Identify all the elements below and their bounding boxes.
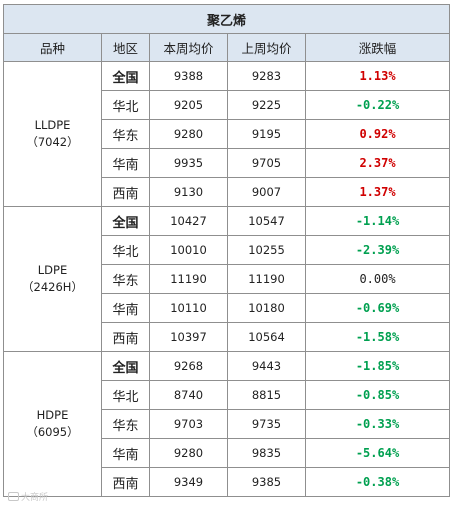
polyethylene-price-table: 聚乙烯 品种 地区 本周均价 上周均价 涨跌幅 LLDPE （7042） 全国 938… xyxy=(2,4,451,497)
last-week-price-cell: 9705 xyxy=(227,148,306,178)
change-cell: -0.33% xyxy=(304,409,451,439)
header-this-week: 本周均价 xyxy=(149,33,228,62)
last-week-price-cell: 10180 xyxy=(227,293,306,323)
last-week-price-cell: 9225 xyxy=(227,90,306,120)
table-row: LLDPE （7042） 全国 9388 9283 1.13% xyxy=(3,61,451,207)
table-body: LLDPE （7042） 全国 9388 9283 1.13% 华北 9205 9225 -0.2… xyxy=(3,61,451,497)
table-row: 华南 9280 9835 -5.64% xyxy=(4,438,451,468)
change-cell: -0.38% xyxy=(304,467,451,497)
region-cell: 全国 xyxy=(101,351,150,381)
region-cell: 华南 xyxy=(101,438,150,468)
change-cell: 0.92% xyxy=(304,119,451,149)
this-week-price-cell: 9388 xyxy=(149,61,228,91)
header-change: 涨跌幅 xyxy=(304,33,451,62)
product-cell: LLDPE （7042） xyxy=(3,61,102,207)
this-week-price-cell: 9268 xyxy=(149,351,228,381)
region-cell: 全国 xyxy=(101,61,150,91)
header-last-week: 上周均价 xyxy=(227,33,306,62)
last-week-price-cell: 11190 xyxy=(227,264,306,294)
product-code: （7042） xyxy=(26,135,79,149)
region-cell: 华北 xyxy=(101,235,150,265)
this-week-price-cell: 10397 xyxy=(149,322,228,352)
table-row: 华东 9280 9195 0.92% xyxy=(4,119,451,149)
watermark: 大商所 xyxy=(8,490,48,503)
this-week-price-cell: 10010 xyxy=(149,235,228,265)
this-week-price-cell: 8740 xyxy=(149,380,228,410)
this-week-price-cell: 11190 xyxy=(149,264,228,294)
table-row: 华南 10110 10180 -0.69% xyxy=(4,293,451,323)
change-cell: 2.37% xyxy=(304,148,451,178)
product-name: HDPE xyxy=(36,408,69,422)
this-week-price-cell: 9349 xyxy=(149,467,228,497)
table-row: 华北 10010 10255 -2.39% xyxy=(4,235,451,265)
this-week-price-cell: 9280 xyxy=(149,438,228,468)
region-cell: 华北 xyxy=(101,90,150,120)
last-week-price-cell: 9195 xyxy=(227,119,306,149)
this-week-price-cell: 10110 xyxy=(149,293,228,323)
region-cell: 华南 xyxy=(101,293,150,323)
change-cell: -1.14% xyxy=(304,206,451,236)
table-row: 华东 11190 11190 0.00% xyxy=(4,264,451,294)
weibo-logo-icon xyxy=(8,492,19,501)
change-cell: 0.00% xyxy=(304,264,451,294)
change-cell: 1.37% xyxy=(304,177,451,207)
region-cell: 华东 xyxy=(101,264,150,294)
this-week-price-cell: 9280 xyxy=(149,119,228,149)
this-week-price-cell: 10427 xyxy=(149,206,228,236)
change-cell: -1.85% xyxy=(304,351,451,381)
last-week-price-cell: 9835 xyxy=(227,438,306,468)
table-row: HDPE （6095） 全国 9268 9443 -1.85% xyxy=(3,351,451,497)
region-cell: 华南 xyxy=(101,148,150,178)
product-cell: HDPE （6095） xyxy=(3,351,102,497)
change-cell: -0.85% xyxy=(304,380,451,410)
change-cell: 1.13% xyxy=(304,61,451,91)
header-region: 地区 xyxy=(101,33,150,62)
last-week-price-cell: 10255 xyxy=(227,235,306,265)
header-row: 品种 地区 本周均价 上周均价 涨跌幅 xyxy=(3,33,451,62)
last-week-price-cell: 9735 xyxy=(227,409,306,439)
last-week-price-cell: 10547 xyxy=(227,206,306,236)
region-cell: 西南 xyxy=(101,322,150,352)
product-name: LLDPE xyxy=(34,118,71,132)
last-week-price-cell: 9283 xyxy=(227,61,306,91)
header-product: 品种 xyxy=(3,33,102,62)
this-week-price-cell: 9703 xyxy=(149,409,228,439)
product-cell: LDPE （2426H） xyxy=(3,206,102,352)
table-row: LDPE （2426H） 全国 10427 10547 -1.14% xyxy=(3,206,451,352)
last-week-price-cell: 10564 xyxy=(227,322,306,352)
region-cell: 华东 xyxy=(101,409,150,439)
product-code: （2426H） xyxy=(22,280,83,294)
change-cell: -0.69% xyxy=(304,293,451,323)
product-code: （6095） xyxy=(26,425,79,439)
last-week-price-cell: 8815 xyxy=(227,380,306,410)
this-week-price-cell: 9205 xyxy=(149,90,228,120)
last-week-price-cell: 9007 xyxy=(227,177,306,207)
region-cell: 西南 xyxy=(101,467,150,497)
table-row: 西南 10397 10564 -1.58% xyxy=(4,322,451,352)
region-cell: 西南 xyxy=(101,177,150,207)
table-row: 华北 9205 9225 -0.22% xyxy=(4,90,451,120)
region-cell: 华东 xyxy=(101,119,150,149)
change-cell: -0.22% xyxy=(304,90,451,120)
change-cell: -1.58% xyxy=(304,322,451,352)
watermark-text: 大商所 xyxy=(21,493,49,503)
price-table-container: 聚乙烯 品种 地区 本周均价 上周均价 涨跌幅 LLDPE （7042） 全国 938… xyxy=(2,4,451,497)
this-week-price-cell: 9935 xyxy=(149,148,228,178)
table-row: 西南 9349 9385 -0.38% xyxy=(4,467,451,497)
table-row: 华南 9935 9705 2.37% xyxy=(4,148,451,178)
change-cell: -2.39% xyxy=(304,235,451,265)
region-cell: 全国 xyxy=(101,206,150,236)
this-week-price-cell: 9130 xyxy=(149,177,228,207)
table-row: 西南 9130 9007 1.37% xyxy=(4,177,451,207)
last-week-price-cell: 9385 xyxy=(227,467,306,497)
table-title: 聚乙烯 xyxy=(2,4,451,34)
last-week-price-cell: 9443 xyxy=(227,351,306,381)
product-name: LDPE xyxy=(37,263,68,277)
change-cell: -5.64% xyxy=(304,438,451,468)
region-cell: 华北 xyxy=(101,380,150,410)
